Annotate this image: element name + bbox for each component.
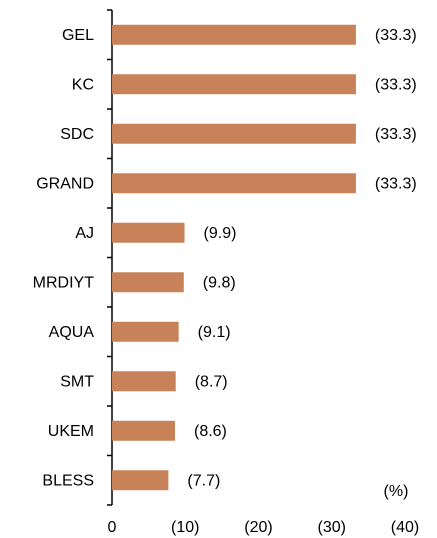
y-tick-label: KC (72, 76, 94, 93)
value-label: (33.3) (375, 27, 417, 44)
x-tick-label: 0 (108, 519, 117, 536)
bar (112, 420, 175, 441)
bar (112, 470, 169, 491)
value-label: (8.6) (194, 423, 227, 440)
bar (112, 24, 356, 45)
bar (112, 272, 184, 293)
value-label: (33.3) (375, 175, 417, 192)
y-tick-label: SDC (60, 126, 94, 143)
x-tick-label: (20) (244, 519, 272, 536)
value-label: (9.1) (198, 324, 231, 341)
x-tick-label: (30) (318, 519, 346, 536)
y-tick-label: GRAND (36, 175, 94, 192)
x-tick-label: (40) (391, 519, 419, 536)
bar (112, 74, 356, 95)
y-tick-label: AQUA (49, 324, 95, 341)
y-tick-label: SMT (60, 373, 94, 390)
y-tick-label: UKEM (48, 423, 94, 440)
bar (112, 123, 356, 144)
value-label: (9.8) (203, 274, 236, 291)
bar (112, 371, 176, 392)
y-tick-label: AJ (75, 225, 94, 242)
bar (112, 173, 356, 194)
value-label: (33.3) (375, 76, 417, 93)
value-label: (8.7) (195, 373, 228, 390)
value-label: (7.7) (187, 472, 220, 489)
value-label: (33.3) (375, 126, 417, 143)
unit-annotation: (%) (384, 483, 409, 500)
value-label: (9.9) (204, 225, 237, 242)
y-tick-label: MRDIYT (33, 274, 95, 291)
y-tick-label: BLESS (42, 472, 94, 489)
y-tick-label: GEL (62, 27, 94, 44)
bar (112, 321, 179, 342)
bar (112, 222, 185, 243)
x-tick-label: (10) (171, 519, 199, 536)
